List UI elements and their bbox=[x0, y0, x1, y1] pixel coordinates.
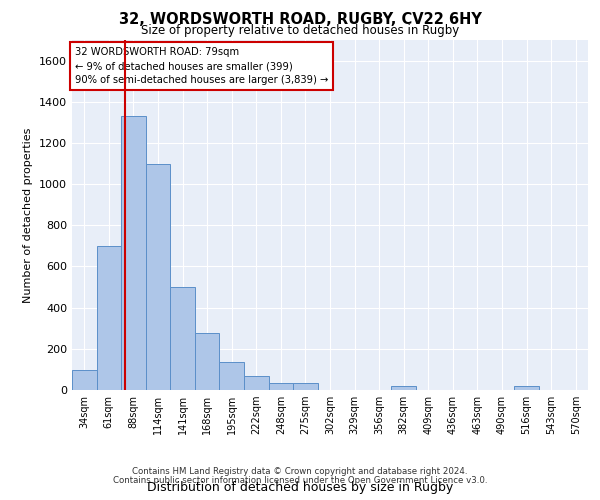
Bar bbox=[170, 287, 195, 390]
Bar bbox=[514, 386, 539, 390]
Text: 32 WORDSWORTH ROAD: 79sqm
← 9% of detached houses are smaller (399)
90% of semi-: 32 WORDSWORTH ROAD: 79sqm ← 9% of detach… bbox=[74, 47, 328, 85]
Y-axis label: Number of detached properties: Number of detached properties bbox=[23, 128, 34, 302]
Bar bbox=[293, 383, 318, 390]
Bar bbox=[121, 116, 146, 390]
Bar bbox=[195, 334, 220, 390]
Text: Contains public sector information licensed under the Open Government Licence v3: Contains public sector information licen… bbox=[113, 476, 487, 485]
Text: 32, WORDSWORTH ROAD, RUGBY, CV22 6HY: 32, WORDSWORTH ROAD, RUGBY, CV22 6HY bbox=[119, 12, 481, 28]
Bar bbox=[72, 370, 97, 390]
Bar bbox=[244, 376, 269, 390]
Bar bbox=[391, 386, 416, 390]
Text: Size of property relative to detached houses in Rugby: Size of property relative to detached ho… bbox=[141, 24, 459, 37]
Text: Contains HM Land Registry data © Crown copyright and database right 2024.: Contains HM Land Registry data © Crown c… bbox=[132, 467, 468, 476]
Bar bbox=[146, 164, 170, 390]
Bar bbox=[220, 362, 244, 390]
Bar bbox=[269, 383, 293, 390]
Text: Distribution of detached houses by size in Rugby: Distribution of detached houses by size … bbox=[147, 481, 453, 494]
Bar bbox=[97, 246, 121, 390]
